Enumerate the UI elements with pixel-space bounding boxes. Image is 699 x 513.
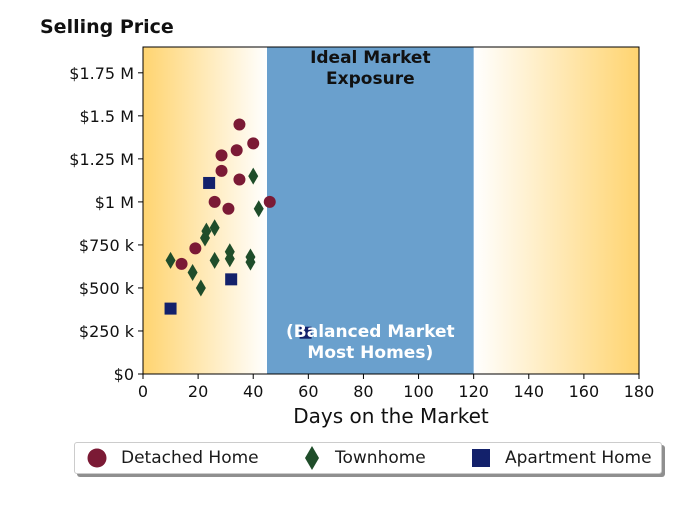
legend-item-townhome: Townhome [303, 443, 426, 473]
townhome-point [195, 279, 206, 297]
x-tick-label: 60 [298, 382, 318, 401]
data-marks [164, 118, 312, 339]
plot-frame [142, 46, 640, 375]
plot-background [143, 47, 639, 374]
detached-home-point [263, 195, 276, 208]
apartment-home-point [225, 273, 238, 286]
y-tick-label: $1.25 M [69, 150, 134, 169]
ideal-market-band [267, 47, 474, 374]
townhome-point [209, 251, 220, 269]
x-tick-label: 40 [243, 382, 263, 401]
apartment-home-point [299, 326, 312, 339]
townhome-point [187, 263, 198, 281]
townhome-point [248, 167, 259, 185]
townhome-point [209, 219, 220, 237]
x-tick-label: 0 [138, 382, 148, 401]
legend-label-apartment: Apartment Home [505, 448, 652, 468]
apartment-home-point [164, 302, 177, 315]
townhome-point [224, 243, 235, 261]
gradient-left [143, 47, 267, 374]
diamond-marker-icon [305, 446, 319, 470]
detached-home-point [233, 118, 246, 131]
x-tick-label: 180 [624, 382, 655, 401]
detached-home-point [247, 137, 260, 150]
axes: 0 20 40 60 80 100 120 140 160 180 $0 $250 k $500 k $7… [69, 46, 655, 401]
gradient-right [473, 47, 639, 374]
detached-home-point [233, 173, 246, 186]
detached-home-point [208, 195, 221, 208]
y-tick-label: $1 M [95, 193, 134, 212]
y-tick-label: $1.5 M [79, 107, 134, 126]
townhome-point [245, 248, 256, 266]
detached-home-point [215, 149, 228, 162]
townhome-point [253, 200, 264, 218]
legend-label-townhome: Townhome [335, 448, 426, 468]
townhome-point [165, 251, 176, 269]
legend-item-detached: Detached Home [87, 443, 259, 473]
x-axis-title: Days on the Market [293, 404, 489, 428]
x-tick-label: 140 [514, 382, 545, 401]
x-tick-label: 80 [353, 382, 373, 401]
y-tick-label: $500 k [79, 279, 135, 298]
y-tick-label: $250 k [79, 322, 135, 341]
legend: Detached Home Townhome Apartment Home [74, 442, 662, 474]
detached-home-point [222, 202, 235, 215]
x-tick-label: 120 [458, 382, 489, 401]
apartment-home-point [203, 176, 216, 189]
y-tick-label: $750 k [79, 236, 135, 255]
legend-label-detached: Detached Home [121, 448, 259, 468]
circle-marker-icon [87, 448, 107, 468]
y-axis-title: Selling Price [40, 16, 174, 38]
detached-home-point [175, 257, 188, 270]
x-tick-label: 160 [569, 382, 600, 401]
x-tick-label: 20 [188, 382, 208, 401]
x-tick-label: 100 [403, 382, 434, 401]
square-marker-icon [472, 449, 490, 467]
detached-home-point [215, 164, 228, 177]
y-tick-label: $0 [114, 365, 134, 384]
band-title: Ideal Market Exposure [310, 48, 431, 89]
band-rect [267, 47, 474, 374]
legend-item-apartment: Apartment Home [471, 443, 652, 473]
y-tick-label: $1.75 M [69, 64, 134, 83]
detached-home-point [230, 144, 243, 157]
townhome-point [201, 222, 212, 240]
band-subtitle: (Balanced Market Most Homes) [286, 322, 455, 363]
detached-home-point [189, 242, 202, 255]
